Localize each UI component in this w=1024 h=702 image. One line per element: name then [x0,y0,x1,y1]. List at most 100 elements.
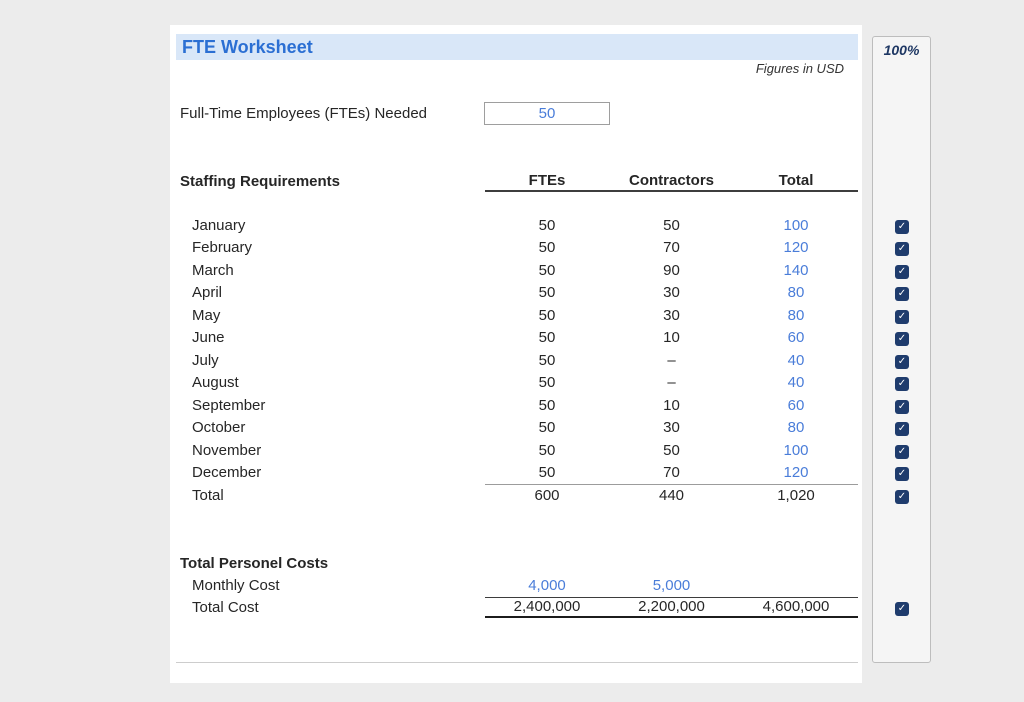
month-label: November [192,441,262,459]
checkbox-june[interactable]: ✓ [895,332,909,346]
checkbox-panel: 100% ✓ ✓ ✓ ✓ ✓ ✓ ✓ ✓ ✓ ✓ ✓ ✓ ✓ ✓ [872,36,931,663]
ftes-value: 50 [538,284,556,302]
check-icon: ✓ [897,491,907,502]
title-band: FTE Worksheet [176,34,858,60]
month-label: March [192,261,234,279]
grand-total: 1,020 [734,484,858,507]
total-cost-grand: 4,600,000 [734,596,858,618]
ftes-value: 50 [538,216,556,234]
checkbox-total-cost[interactable]: ✓ [895,602,909,616]
checkbox-total[interactable]: ✓ [895,490,909,504]
contractors-value: 30 [663,284,680,302]
checkbox-may[interactable]: ✓ [895,310,909,324]
total-label: Total [192,486,224,504]
table-row-monthly-cost: Monthly Cost 4,000 5,000 [170,575,862,597]
zoom-level-label: 100% [883,42,920,58]
total-value: 120 [783,464,809,482]
monthly-cost-label: Monthly Cost [192,577,280,595]
check-icon: ✓ [897,356,907,367]
column-header-total: Total [734,170,858,192]
ftes-value: 50 [538,419,556,437]
checkbox-february[interactable]: ✓ [895,242,909,256]
checkbox-september[interactable]: ✓ [895,400,909,414]
contractors-value: 50 [663,441,680,459]
table-row-november: November 50 50 100 [170,439,862,462]
month-label: June [192,329,225,347]
total-value: 80 [787,284,805,302]
costs-section-title: Total Personel Costs [180,554,329,572]
total-value: 120 [783,239,809,257]
figures-in-usd-note: Figures in USD [755,61,844,76]
checkbox-july[interactable]: ✓ [895,355,909,369]
month-label: January [192,216,246,234]
worksheet-card: FTE Worksheet Figures in USD Full-Time E… [170,25,862,683]
month-label: May [192,306,221,324]
contractors-value: 10 [663,329,680,347]
checkbox-august[interactable]: ✓ [895,377,909,391]
month-label: December [192,464,262,482]
contractors-value: 10 [663,396,680,414]
contractors-value: 30 [663,306,680,324]
checkbox-october[interactable]: ✓ [895,422,909,436]
check-icon: ✓ [897,333,907,344]
checkbox-january[interactable]: ✓ [895,220,909,234]
check-icon: ✓ [897,288,907,299]
month-label: February [192,239,253,257]
monthly-cost-contractors: 5,000 [652,577,691,595]
total-cost-label: Total Cost [192,598,259,616]
table-row-july: July 50 – 40 [170,349,862,372]
contractors-value: 70 [663,239,680,257]
ftes-value: 50 [538,306,556,324]
ftes-value: 50 [538,374,556,392]
costs-table: Monthly Cost 4,000 5,000 Total Cost 2,40… [170,575,862,618]
ftes-total: 600 [485,484,609,507]
total-value: 140 [783,261,809,279]
checkbox-april[interactable]: ✓ [895,287,909,301]
contractors-value: – [667,374,676,392]
check-icon: ✓ [897,221,907,232]
month-label: April [192,284,223,302]
total-value: 80 [787,419,805,437]
ftes-value: 50 [538,441,556,459]
staffing-table: January 50 50 100 February 50 70 120 Mar… [170,214,862,507]
table-row-june: June 50 10 60 [170,327,862,350]
month-label: July [192,351,219,369]
total-value: 100 [783,441,809,459]
contractors-value: 90 [663,261,680,279]
ftes-value: 50 [538,239,556,257]
ftes-value: 50 [538,464,556,482]
total-value: 40 [787,351,805,369]
total-value: 40 [787,374,805,392]
check-icon: ✓ [897,311,907,322]
fte-needed-input[interactable] [484,102,610,125]
table-row-october: October 50 30 80 [170,417,862,440]
table-row-total-cost: Total Cost 2,400,000 2,200,000 4,600,000 [170,596,862,618]
column-header-contractors: Contractors [609,170,734,192]
table-row-september: September 50 10 60 [170,394,862,417]
checkbox-december[interactable]: ✓ [895,467,909,481]
table-row-april: April 50 30 80 [170,282,862,305]
contractors-value: 70 [663,464,680,482]
checkbox-march[interactable]: ✓ [895,265,909,279]
table-row-january: January 50 50 100 [170,214,862,237]
month-label: October [192,419,246,437]
bottom-divider [176,662,858,663]
total-value: 60 [787,396,805,414]
check-icon: ✓ [897,243,907,254]
ftes-value: 50 [538,261,556,279]
staffing-header-row: Staffing Requirements FTEs Contractors T… [170,170,862,192]
ftes-value: 50 [538,329,556,347]
ftes-value: 50 [538,351,556,369]
checkbox-november[interactable]: ✓ [895,445,909,459]
table-row-february: February 50 70 120 [170,237,862,260]
monthly-cost-total [734,575,858,597]
check-icon: ✓ [897,423,907,434]
month-label: August [192,374,239,392]
table-row-may: May 50 30 80 [170,304,862,327]
ftes-value: 50 [538,396,556,414]
check-icon: ✓ [897,446,907,457]
table-row-august: August 50 – 40 [170,372,862,395]
check-icon: ✓ [897,266,907,277]
staffing-section-title: Staffing Requirements [180,172,341,190]
table-row-total: Total 600 440 1,020 [170,484,862,507]
